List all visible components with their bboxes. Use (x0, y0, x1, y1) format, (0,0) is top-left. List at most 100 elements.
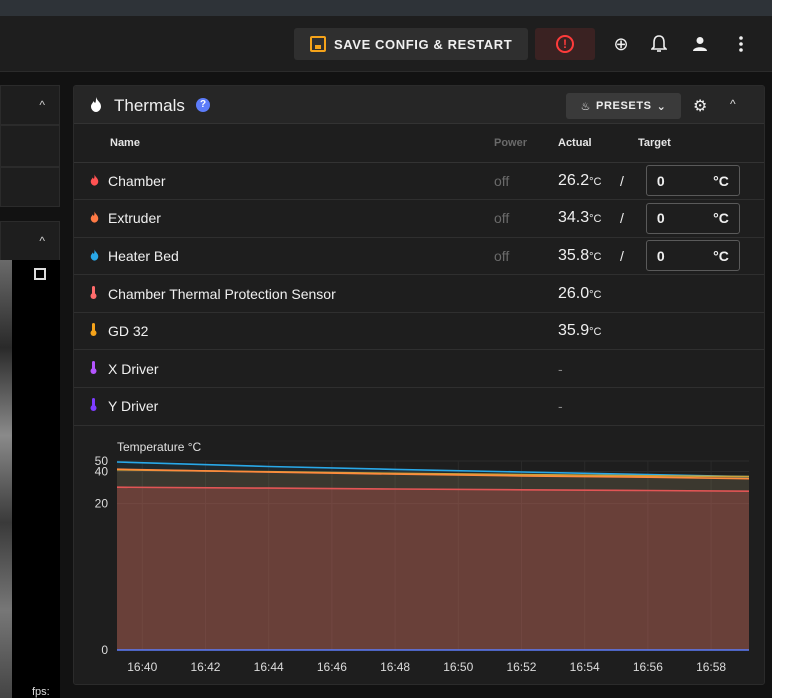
thermals-title: Thermals (114, 96, 185, 115)
more-vert-icon[interactable] (727, 30, 755, 58)
series-area (117, 469, 749, 650)
sensor-name[interactable]: Heater Bed (108, 247, 179, 264)
power-cell: off (494, 237, 558, 276)
table-row: Chamber Thermal Protection Sensor 26.0°C (74, 274, 764, 313)
actual-unit: °C (589, 213, 602, 226)
power-cell (494, 387, 558, 426)
target-unit: °C (713, 210, 729, 227)
actual-value: 26.0 (558, 284, 590, 302)
power-cell: off (494, 199, 558, 238)
target-unit: °C (713, 172, 729, 189)
actual-value: 34.3 (558, 209, 590, 227)
thermals-table: Name Power Actual Target Chamber off 26.… (74, 124, 764, 426)
target-input[interactable]: 0 °C (645, 165, 740, 197)
fps-label: fps: 05 (32, 686, 50, 698)
target-cell: / 0 °C (620, 199, 764, 238)
fullscreen-icon[interactable] (34, 268, 46, 280)
browser-top-strip (0, 0, 772, 16)
power-cell (494, 349, 558, 389)
x-tick-label: 16:52 (506, 660, 536, 674)
table-row: Chamber off 26.2°C /0 °C (74, 162, 764, 201)
actual-cell: 26.2°C (558, 162, 638, 201)
x-tick-label: 16:40 (127, 660, 157, 674)
table-header-row: Name Power Actual Target (74, 124, 764, 163)
scrollbar-area (772, 0, 787, 698)
collapse-chevron-icon[interactable]: ^ (39, 234, 45, 248)
actual-unit: °C (589, 250, 602, 263)
target-cell: / 0 °C (620, 237, 764, 276)
help-icon[interactable]: ? (196, 98, 210, 112)
emergency-stop-icon: ! (556, 35, 574, 53)
save-config-restart-label: SAVE CONFIG & RESTART (334, 36, 513, 52)
sensor-name-cell: X Driver (74, 349, 494, 389)
fire-icon: ♨ (580, 100, 592, 113)
actual-value: 26.2 (558, 171, 590, 189)
actual-cell: - (558, 349, 638, 389)
y-tick-label: 50 (95, 454, 109, 468)
target-unit: °C (713, 247, 729, 264)
table-row: X Driver - (74, 349, 764, 389)
presets-button[interactable]: ♨ PRESETS ⌄ (566, 93, 681, 119)
x-tick-label: 16:42 (190, 660, 220, 674)
actual-cell: 34.3°C (558, 199, 638, 238)
left-panel-header: ^ (0, 85, 60, 125)
sensor-name[interactable]: Chamber Thermal Protection Sensor (108, 285, 336, 302)
actual-unit: °C (589, 175, 602, 188)
target-cell (638, 349, 764, 389)
flame-icon (90, 174, 100, 189)
sensor-name[interactable]: GD 32 (108, 323, 149, 340)
left-panel-row (0, 167, 60, 207)
x-tick-label: 16:58 (696, 660, 726, 674)
x-tick-label: 16:56 (633, 660, 663, 674)
app-bar: SAVE CONFIG & RESTART ! ⊕ (0, 16, 772, 72)
actual-cell: 35.8°C (558, 237, 638, 276)
column-header-target: Target (638, 124, 764, 163)
target-cell (638, 312, 764, 351)
target-value: 0 (656, 172, 665, 189)
collapse-chevron-icon[interactable]: ^ (39, 98, 45, 112)
fire-icon (91, 97, 101, 112)
webcam-panel-header: ^ (0, 221, 60, 261)
target-input[interactable]: 0 °C (645, 202, 740, 234)
y-tick-label: 40 (95, 464, 109, 478)
upload-icon[interactable]: ⊕ (613, 33, 629, 54)
actual-cell: 35.9°C (558, 312, 638, 351)
target-cell (638, 274, 764, 313)
target-cell (638, 387, 764, 426)
sensor-name[interactable]: Chamber (108, 172, 166, 189)
series-area (117, 487, 749, 650)
target-value: 0 (656, 247, 665, 264)
presets-label: PRESETS (596, 100, 652, 112)
sensor-name[interactable]: X Driver (108, 360, 159, 377)
save-config-restart-button[interactable]: SAVE CONFIG & RESTART (294, 28, 528, 60)
target-input[interactable]: 0 °C (645, 240, 740, 272)
sensor-name-cell: Y Driver (74, 387, 494, 426)
column-header-name: Name (74, 124, 494, 163)
thermals-card: Thermals ? ♨ PRESETS ⌄ ⚙ ^ Name Power Ac… (73, 85, 765, 685)
sensor-name[interactable]: Extruder (108, 210, 161, 227)
sensor-name[interactable]: Y Driver (108, 398, 159, 415)
gear-icon[interactable]: ⚙ (693, 98, 708, 115)
actual-unit: °C (589, 288, 602, 301)
table-row: Y Driver - (74, 387, 764, 426)
bell-icon[interactable] (645, 30, 673, 58)
flame-icon (90, 249, 100, 264)
table-row: GD 32 35.9°C (74, 312, 764, 351)
thermometer-icon (90, 398, 100, 414)
chevron-down-icon: ⌄ (656, 100, 667, 113)
emergency-stop-button[interactable]: ! (535, 28, 595, 60)
sensor-name-cell: Extruder (74, 199, 494, 238)
thermals-card-header: Thermals ? ♨ PRESETS ⌄ ⚙ ^ (74, 86, 764, 124)
target-value: 0 (656, 210, 665, 227)
thermometer-icon (90, 285, 100, 302)
actual-value: - (558, 398, 563, 415)
separator-slash: / (620, 210, 624, 227)
series-area (117, 469, 749, 650)
save-icon (310, 36, 326, 52)
account-icon[interactable] (686, 30, 714, 58)
series-area (117, 462, 749, 650)
power-cell: off (494, 162, 558, 201)
collapse-chevron-icon[interactable]: ^ (730, 97, 736, 111)
y-tick-label: 0 (101, 643, 108, 657)
webcam-view: fps: 05 (0, 260, 60, 698)
